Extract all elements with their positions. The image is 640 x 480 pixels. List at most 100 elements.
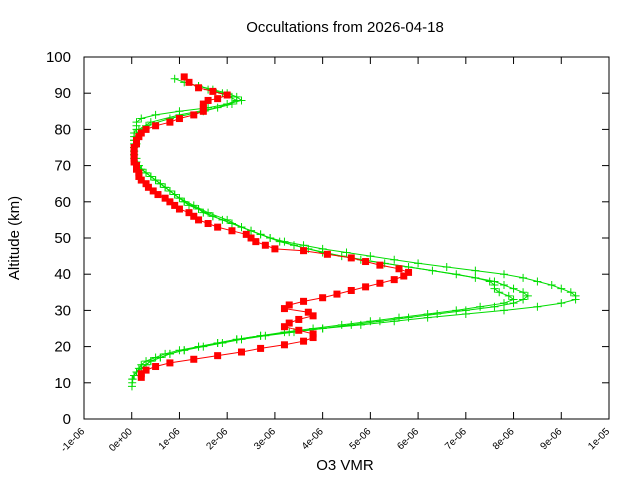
data-point [405, 268, 413, 276]
data-point [133, 136, 140, 144]
data-point [571, 295, 580, 304]
data-point [130, 147, 138, 155]
series-line [131, 85, 529, 380]
data-point [376, 279, 384, 287]
data-point [442, 262, 451, 271]
data-point [194, 342, 203, 351]
data-point [452, 306, 461, 315]
data-point [285, 301, 293, 309]
data-point [214, 223, 222, 231]
data-point [395, 313, 403, 322]
data-point [557, 284, 566, 293]
data-point [137, 370, 145, 378]
data-point [495, 288, 504, 297]
data-point [137, 176, 145, 184]
data-point [175, 205, 183, 213]
data-point [476, 302, 485, 311]
x-tick-label: 9e-06 [539, 426, 565, 452]
data-point [519, 273, 528, 282]
data-point [171, 201, 179, 209]
data-point [204, 96, 212, 104]
data-point [199, 104, 207, 112]
series-1 [127, 74, 580, 391]
data-point [165, 349, 174, 358]
data-point [375, 317, 384, 326]
series-layer [127, 73, 580, 391]
data-point [485, 277, 494, 286]
data-point [376, 261, 384, 269]
data-point [190, 355, 198, 363]
data-point [166, 118, 174, 126]
y-tick-label: 10 [54, 375, 71, 392]
data-point [461, 306, 470, 315]
x-tick-label: 1e-06 [157, 426, 183, 452]
data-point [223, 91, 231, 99]
y-tick-label: 80 [54, 121, 71, 138]
data-point [323, 250, 331, 258]
data-point [280, 341, 288, 349]
data-point [319, 294, 327, 302]
x-tick-label: 6e-06 [395, 426, 421, 452]
data-point [490, 302, 499, 311]
data-point [366, 252, 375, 261]
data-point [390, 276, 398, 284]
data-point [490, 284, 499, 293]
x-tick-label: 7e-06 [443, 426, 469, 452]
data-point [232, 335, 241, 344]
data-point [190, 111, 198, 119]
data-point [189, 201, 198, 210]
data-point [135, 169, 143, 177]
data-point [400, 272, 408, 280]
data-point [471, 266, 480, 275]
data-point [130, 151, 138, 159]
data-point [142, 366, 150, 374]
y-tick-label: 50 [54, 230, 71, 247]
data-point [227, 100, 236, 109]
data-point [161, 194, 169, 202]
data-point [156, 179, 165, 188]
data-point [390, 255, 399, 264]
data-point [362, 283, 370, 291]
x-tick-label: 3e-06 [252, 426, 278, 452]
data-point [423, 310, 432, 319]
y-tick-label: 20 [54, 339, 71, 356]
x-tick-label: 8e-06 [491, 426, 517, 452]
data-point [214, 95, 222, 103]
y-tick-label: 0 [63, 411, 71, 428]
data-point [414, 259, 423, 268]
data-point [347, 320, 356, 329]
y-tick-label: 60 [54, 194, 71, 211]
data-point [175, 194, 184, 203]
data-point [547, 281, 556, 290]
data-point [342, 248, 351, 257]
series-2 [128, 81, 532, 384]
data-point [500, 299, 508, 308]
data-point [199, 107, 207, 115]
data-point [337, 320, 346, 329]
data-point [137, 114, 146, 123]
data-point [156, 353, 165, 362]
data-point [149, 187, 157, 195]
data-point [500, 306, 508, 315]
x-tick-label: 4e-06 [300, 426, 326, 452]
data-point [275, 237, 284, 246]
data-point [127, 382, 136, 391]
data-point [130, 154, 138, 162]
data-point [135, 133, 143, 141]
data-point [256, 331, 265, 340]
data-point [152, 122, 160, 130]
series-3 [130, 85, 518, 376]
data-point [362, 258, 370, 266]
data-point [257, 344, 265, 352]
data-point [309, 334, 317, 342]
x-tick-label: -1e-06 [59, 426, 88, 455]
data-point [204, 220, 212, 228]
data-point [170, 74, 179, 83]
data-point [130, 144, 138, 151]
data-point [152, 363, 160, 371]
data-point [557, 299, 566, 308]
data-point [395, 265, 403, 273]
data-point [295, 326, 303, 334]
data-point [213, 338, 222, 347]
data-point [309, 330, 317, 338]
